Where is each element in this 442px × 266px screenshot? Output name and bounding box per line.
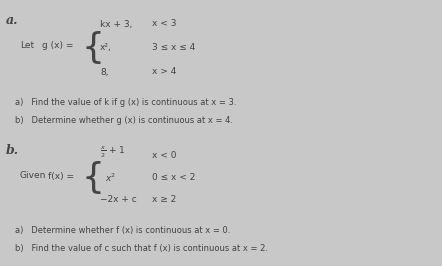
Text: g (x) =: g (x) =: [42, 41, 73, 51]
Text: x < 0: x < 0: [152, 152, 176, 160]
Text: a)   Determine whether f (x) is continuous at x = 0.: a) Determine whether f (x) is continuous…: [15, 226, 230, 235]
Text: f(x) =: f(x) =: [48, 172, 74, 181]
Text: Given: Given: [20, 172, 46, 181]
Text: kx + 3,: kx + 3,: [100, 19, 132, 28]
Text: $\frac{x}{2}$ + 1: $\frac{x}{2}$ + 1: [100, 144, 126, 160]
Text: x²,: x²,: [100, 44, 112, 52]
Text: $x^2$: $x^2$: [105, 172, 116, 184]
Text: x ≥ 2: x ≥ 2: [152, 196, 176, 205]
Text: b)   Find the value of c such that f (x) is continuous at x = 2.: b) Find the value of c such that f (x) i…: [15, 244, 268, 253]
Text: {: {: [82, 31, 105, 65]
Text: 8,: 8,: [100, 68, 108, 77]
Text: a)   Find the value of k if g (x) is continuous at x = 3.: a) Find the value of k if g (x) is conti…: [15, 98, 236, 107]
Text: −2x + c: −2x + c: [100, 196, 137, 205]
Text: x < 3: x < 3: [152, 19, 176, 28]
Text: 3 ≤ x ≤ 4: 3 ≤ x ≤ 4: [152, 44, 195, 52]
Text: b)   Determine whether g (x) is continuous at x = 4.: b) Determine whether g (x) is continuous…: [15, 116, 233, 125]
Text: x > 4: x > 4: [152, 68, 176, 77]
Text: a.: a.: [6, 14, 19, 27]
Text: 0 ≤ x < 2: 0 ≤ x < 2: [152, 173, 195, 182]
Text: {: {: [82, 161, 105, 195]
Text: b.: b.: [6, 144, 19, 157]
Text: Let: Let: [20, 41, 34, 51]
